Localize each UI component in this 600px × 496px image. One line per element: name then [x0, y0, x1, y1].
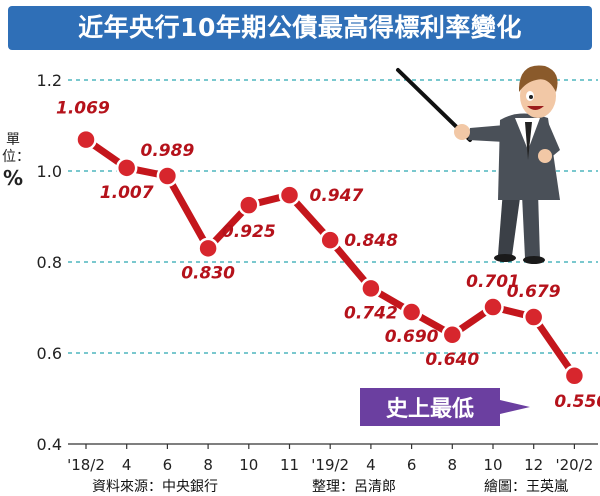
- x-tick-label: 4: [366, 456, 376, 474]
- data-point: [156, 165, 179, 187]
- x-tick-label: '20/2: [555, 456, 593, 474]
- chart-title: 近年央行10年期公債最高得標利率變化: [8, 6, 592, 50]
- x-tick-label: 10: [483, 456, 502, 474]
- y-tick-label: 1.0: [37, 162, 62, 181]
- data-point: [115, 157, 138, 179]
- y-tick-label: 1.2: [37, 71, 62, 90]
- data-point: [563, 365, 586, 387]
- data-label: 0.925: [222, 222, 276, 242]
- data-label: 0.690: [385, 327, 439, 347]
- y-tick-label: 0.4: [37, 435, 62, 454]
- data-point: [238, 194, 260, 216]
- data-label: 0.550: [554, 392, 600, 412]
- data-label: 0.989: [141, 141, 195, 161]
- data-label: 0.848: [344, 231, 398, 251]
- lowest-callout-shape: [360, 388, 530, 426]
- data-point: [441, 324, 464, 346]
- data-label: 0.742: [344, 303, 398, 323]
- data-labels: 1.069 1.007 0.989 0.830 0.925 0.947 0.848 0.742…: [56, 99, 600, 412]
- y-axis: 0.4 0.6 0.8 1.0 1.2: [37, 71, 62, 454]
- data-point: [75, 128, 97, 151]
- presenter-illustration: [396, 65, 560, 264]
- unit-text: 單位：: [2, 132, 30, 165]
- data-point: [482, 296, 504, 318]
- lowest-callout-text: 史上最低: [386, 397, 474, 422]
- x-tick-label: 11: [280, 456, 299, 474]
- x-tick-label: 8: [203, 456, 213, 474]
- artist-credit: 繪圖：王英嵐: [484, 479, 568, 495]
- x-tick-label: 10: [239, 456, 258, 474]
- data-point: [360, 277, 382, 300]
- data-label: 1.069: [56, 99, 110, 119]
- data-point: [197, 237, 219, 260]
- data-label: 1.007: [100, 183, 154, 203]
- data-point: [400, 301, 423, 323]
- data-point: [278, 184, 301, 206]
- data-label: 0.947: [310, 186, 364, 206]
- data-label: 0.701: [466, 272, 520, 292]
- x-tick-label: 6: [407, 456, 417, 474]
- data-label: 0.640: [425, 350, 479, 370]
- x-axis: '18/2 4 6 8 10 11 '19/2 4 6 8 10 12 '20/2: [67, 444, 593, 474]
- x-tick-label: 12: [524, 456, 543, 474]
- data-points: [75, 128, 586, 387]
- editor-credit: 整理：呂清郎: [312, 479, 396, 495]
- unit-label: 單位： %: [2, 132, 30, 190]
- x-tick-label: 4: [122, 456, 132, 474]
- data-point: [319, 229, 341, 251]
- x-tick-label: 8: [448, 456, 458, 474]
- unit-symbol: %: [2, 166, 24, 190]
- data-label: 0.830: [181, 263, 235, 283]
- x-tick-label: 6: [163, 456, 173, 474]
- y-tick-label: 0.6: [37, 344, 62, 363]
- x-tick-label: '19/2: [311, 456, 349, 474]
- source-credit: 資料來源：中央銀行: [92, 479, 218, 495]
- y-tick-label: 0.8: [37, 253, 62, 272]
- data-point: [522, 306, 545, 328]
- data-label: 0.679: [507, 282, 561, 302]
- x-tick-label: '18/2: [67, 456, 105, 474]
